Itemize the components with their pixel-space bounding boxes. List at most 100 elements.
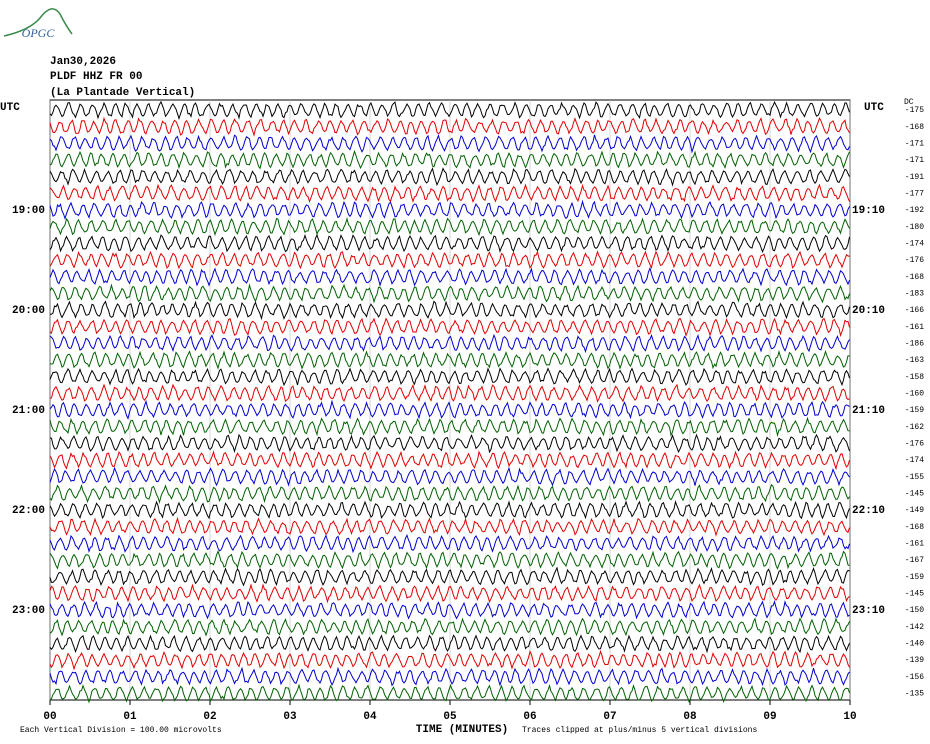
x-tick-label: 08 [683, 711, 697, 723]
trace [49, 283, 850, 304]
dc-offset: -174 [905, 456, 924, 465]
dc-offset: -159 [905, 406, 924, 415]
trace [49, 116, 850, 137]
trace [49, 199, 850, 221]
dc-offset: -176 [905, 440, 924, 449]
x-tick-label: 09 [763, 711, 776, 723]
clip-note: Traces clipped at plus/minus 5 vertical … [522, 726, 757, 735]
x-tick-label: 10 [843, 711, 856, 723]
dc-offset: -174 [905, 239, 924, 248]
trace [49, 399, 850, 420]
dc-offset: -140 [905, 640, 924, 649]
trace [49, 666, 850, 687]
dc-offset: -155 [905, 473, 924, 482]
dc-offset: -159 [905, 573, 924, 582]
dc-offset: -186 [905, 339, 924, 348]
title-line: (La Plantade Vertical) [50, 87, 195, 99]
dc-offset: -166 [905, 306, 924, 315]
x-tick-label: 03 [283, 711, 297, 723]
x-tick-label: 00 [43, 711, 56, 723]
dc-offset: -175 [905, 106, 924, 115]
x-tick-label: 02 [203, 711, 216, 723]
dc-offset: -163 [905, 356, 924, 365]
trace [49, 216, 850, 237]
x-tick-label: 05 [443, 711, 457, 723]
row-label-left: 19:00 [12, 205, 45, 217]
dc-offset: -142 [905, 623, 924, 632]
trace [49, 683, 850, 704]
dc-offset: -192 [905, 206, 924, 215]
trace [49, 499, 850, 520]
left-header: UTC [0, 102, 20, 114]
trace [49, 583, 850, 604]
row-label-right: 22:10 [852, 505, 885, 517]
dc-offset: -156 [905, 673, 924, 682]
trace [49, 466, 850, 487]
trace [49, 383, 850, 403]
dc-offset: -161 [905, 323, 924, 332]
trace [49, 367, 850, 387]
dc-offset: -168 [905, 123, 924, 132]
title-line: PLDF HHZ FR 00 [50, 71, 142, 83]
trace [49, 550, 850, 570]
dc-offset: -168 [905, 523, 924, 532]
trace [49, 483, 850, 505]
trace [49, 333, 850, 354]
trace [49, 617, 850, 637]
trace [49, 649, 850, 671]
trace [49, 600, 850, 620]
x-tick-label: 07 [603, 711, 616, 723]
dc-offset: -145 [905, 590, 924, 599]
dc-offset: -145 [905, 490, 924, 499]
title-line: Jan30,2026 [50, 56, 116, 68]
row-label-right: 21:10 [852, 405, 885, 417]
dc-offset: -171 [905, 139, 924, 148]
dc-offset: -177 [905, 189, 924, 198]
trace [49, 317, 850, 338]
dc-offset: -161 [905, 540, 924, 549]
trace [49, 566, 850, 587]
row-label-right: 19:10 [852, 205, 885, 217]
logo-curve [3, 8, 73, 37]
trace [50, 300, 850, 321]
dc-offset: -149 [905, 506, 924, 515]
dc-offset: -168 [905, 273, 924, 282]
dc-offset: -150 [905, 606, 924, 615]
dc-offset: -191 [905, 173, 924, 182]
row-label-right: 20:10 [852, 305, 885, 317]
trace [49, 233, 850, 254]
trace [49, 450, 850, 471]
trace [49, 349, 850, 370]
row-label-left: 22:00 [12, 505, 45, 517]
row-label-left: 23:00 [12, 605, 45, 617]
logo-text: OPGC [22, 26, 56, 40]
x-tick-label: 01 [123, 711, 137, 723]
trace [49, 250, 850, 270]
trace [49, 266, 850, 288]
dc-offset: -162 [905, 423, 924, 432]
trace [49, 183, 850, 204]
trace [49, 634, 850, 654]
trace [49, 134, 850, 154]
x-tick-label: 04 [363, 711, 377, 723]
row-label-right: 23:10 [852, 605, 885, 617]
dc-offset: -176 [905, 256, 924, 265]
dc-offset: -160 [905, 389, 924, 398]
logo: OPGC [3, 8, 73, 40]
trace [49, 416, 850, 438]
dc-offset: -183 [905, 289, 924, 298]
dc-offset: -139 [905, 656, 924, 665]
trace [49, 516, 850, 537]
trace [49, 533, 850, 554]
dc-offset: -135 [905, 690, 924, 699]
right-header: UTC [864, 102, 884, 114]
x-tick-label: 06 [523, 711, 536, 723]
scale-note: Each Vertical Division = 100.00 microvol… [20, 726, 222, 735]
dc-offset: -167 [905, 556, 924, 565]
dc-offset: -180 [905, 223, 924, 232]
trace [49, 100, 850, 121]
dc-header: DC [904, 98, 914, 107]
row-label-left: 20:00 [12, 305, 45, 317]
trace [49, 433, 850, 454]
